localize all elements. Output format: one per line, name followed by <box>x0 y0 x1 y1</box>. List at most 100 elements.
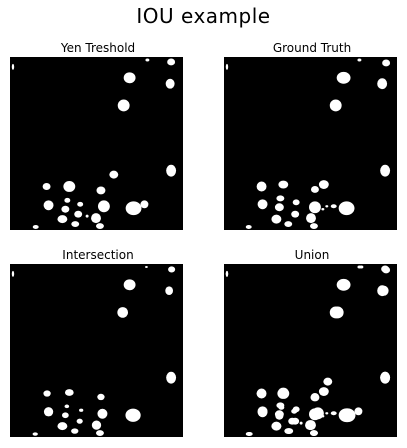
image-panel-yen-threshold <box>10 57 183 230</box>
blob-ground-truth <box>329 99 342 112</box>
blob-union <box>309 408 321 421</box>
blob-yen <box>43 200 54 211</box>
blob-ground-truth <box>325 205 329 208</box>
mask-yen-threshold <box>11 58 177 229</box>
blob-union <box>318 387 329 396</box>
image-panel-ground-truth <box>224 57 397 230</box>
blob-ground-truth <box>338 201 355 216</box>
blob-yen <box>11 63 15 70</box>
blob-yen <box>117 99 130 112</box>
blob-yen <box>96 223 104 229</box>
blob-ground-truth <box>318 180 329 189</box>
mask-intersection <box>11 265 177 436</box>
blob-ground-truth <box>309 201 321 214</box>
blob-intersection <box>117 307 129 318</box>
blob-ground-truth <box>310 223 318 229</box>
blob-ground-truth <box>274 203 284 212</box>
blob-ground-truth <box>380 164 391 177</box>
blob-ground-truth <box>225 63 229 70</box>
blob-union <box>354 407 363 416</box>
blob-ground-truth <box>382 59 391 67</box>
blob-union <box>271 421 282 431</box>
blob-union <box>299 421 303 425</box>
blob-intersection <box>71 428 79 434</box>
blob-union <box>382 266 391 274</box>
blob-union <box>380 371 391 384</box>
blob-yen <box>63 181 76 192</box>
blob-yen <box>165 78 175 89</box>
blob-intersection <box>43 390 51 397</box>
panel-title-union: Union <box>294 248 330 262</box>
blob-intersection <box>145 265 148 268</box>
blob-ground-truth <box>292 199 300 206</box>
blob-union <box>329 306 342 319</box>
blob-intersection <box>125 408 141 422</box>
panel-title-intersection: Intersection <box>62 248 134 262</box>
blob-union <box>276 402 285 409</box>
blob-yen <box>57 215 68 224</box>
blob-yen <box>167 58 176 66</box>
blob-union <box>225 270 229 277</box>
blob-intersection <box>11 270 15 277</box>
blob-union <box>321 415 325 418</box>
figure-title: IOU example <box>136 4 271 28</box>
blob-union <box>323 377 333 386</box>
blob-intersection <box>91 420 102 430</box>
blob-yen <box>61 205 70 213</box>
blob-intersection <box>64 389 74 396</box>
blob-yen <box>91 213 101 224</box>
blob-intersection <box>64 404 70 409</box>
blob-union <box>357 265 362 269</box>
mask-union <box>225 265 391 436</box>
blob-intersection <box>79 408 84 412</box>
blob-union <box>278 387 289 396</box>
blob-union <box>291 417 300 425</box>
blob-yen <box>85 214 89 218</box>
blob-intersection <box>43 407 54 417</box>
blob-union <box>325 412 329 415</box>
panel-title-yen-threshold: Yen Treshold <box>60 41 136 55</box>
blob-yen <box>145 58 150 62</box>
blob-intersection <box>97 393 105 401</box>
blob-ground-truth <box>330 204 337 209</box>
blob-intersection <box>62 412 69 419</box>
blob-ground-truth <box>271 214 282 224</box>
blob-intersection <box>166 371 177 384</box>
blob-yen <box>96 186 106 195</box>
image-panel-intersection <box>10 264 183 437</box>
mask-ground-truth <box>225 58 391 229</box>
blob-ground-truth <box>306 213 316 224</box>
blob-union <box>284 428 293 435</box>
blob-ground-truth <box>336 71 351 84</box>
blob-union <box>338 408 355 423</box>
blob-intersection <box>165 286 174 296</box>
blob-union <box>257 406 268 417</box>
blob-union <box>336 278 351 291</box>
blob-yen <box>125 201 142 216</box>
blob-ground-truth <box>310 186 319 193</box>
blob-yen <box>166 164 177 177</box>
blob-ground-truth <box>284 221 293 228</box>
blob-union <box>310 430 318 436</box>
blob-ground-truth <box>278 180 289 189</box>
blob-yen <box>64 197 71 203</box>
blob-ground-truth <box>257 199 268 210</box>
blob-intersection <box>97 408 108 419</box>
blob-ground-truth <box>245 225 252 229</box>
blob-ground-truth <box>321 208 325 211</box>
image-panel-union <box>224 264 397 437</box>
blob-union <box>306 420 316 431</box>
blob-yen <box>71 221 80 228</box>
blob-intersection <box>76 418 83 424</box>
blob-yen <box>74 210 83 218</box>
blob-ground-truth <box>377 78 388 90</box>
blob-intersection <box>168 266 176 273</box>
blob-yen <box>42 183 51 190</box>
blob-yen <box>109 170 119 179</box>
blob-ground-truth <box>256 181 267 192</box>
blob-ground-truth <box>291 210 300 218</box>
blob-union <box>292 406 300 413</box>
blob-yen <box>77 201 84 207</box>
blob-union <box>377 285 388 297</box>
blob-intersection <box>123 279 136 291</box>
